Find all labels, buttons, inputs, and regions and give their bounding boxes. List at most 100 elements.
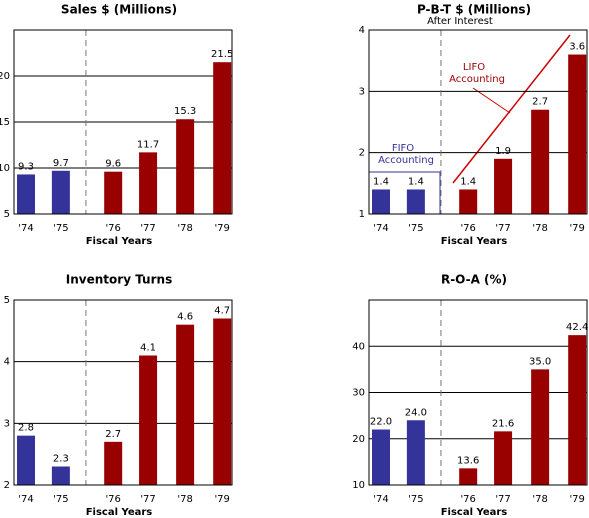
x-tick-label: '78 xyxy=(532,494,547,505)
value-label: 9.3 xyxy=(18,161,34,172)
y-tick-label: 30 xyxy=(352,388,365,399)
x-axis-label: Fiscal Years xyxy=(86,507,153,518)
x-tick-label: '75 xyxy=(408,223,423,234)
annotation: FIFO xyxy=(392,143,414,154)
chart-title: Inventory Turns xyxy=(66,273,172,287)
y-tick-label: 20 xyxy=(352,434,365,445)
lifo-pointer xyxy=(472,87,511,114)
value-label: 21.6 xyxy=(492,418,514,429)
x-tick-label: '74 xyxy=(373,494,388,505)
x-tick-label: '76 xyxy=(105,494,120,505)
x-tick-label: '79 xyxy=(214,223,229,234)
bar xyxy=(406,420,425,485)
x-tick-label: '76 xyxy=(460,223,475,234)
x-tick-label: '78 xyxy=(177,494,192,505)
x-tick-label: '78 xyxy=(532,223,547,234)
x-tick-label: '75 xyxy=(408,494,423,505)
bar xyxy=(371,189,390,214)
x-tick-label: '79 xyxy=(569,223,584,234)
value-label: 1.4 xyxy=(408,176,424,187)
y-tick-label: 15 xyxy=(0,117,10,128)
value-label: 2.7 xyxy=(105,429,121,440)
plot-frame xyxy=(368,29,588,215)
x-axis-label: Fiscal Years xyxy=(441,236,508,247)
bar xyxy=(459,468,478,485)
value-label: 9.6 xyxy=(105,159,121,170)
bar xyxy=(406,189,425,214)
x-tick-label: '77 xyxy=(495,223,510,234)
value-label: 11.7 xyxy=(137,139,159,150)
value-label: 4.6 xyxy=(177,312,193,323)
y-tick-label: 3 xyxy=(359,86,365,97)
bar xyxy=(531,369,550,485)
lifo-line xyxy=(452,34,571,184)
y-tick-label: 4 xyxy=(359,25,365,36)
bar xyxy=(16,435,35,485)
bar xyxy=(16,174,35,214)
bar xyxy=(568,335,587,485)
bar xyxy=(531,109,550,214)
x-tick-label: '78 xyxy=(177,223,192,234)
x-tick-label: '77 xyxy=(140,494,155,505)
bar xyxy=(494,158,513,214)
x-tick-label: '74 xyxy=(373,223,388,234)
value-label: 13.6 xyxy=(457,455,479,466)
bar xyxy=(494,431,513,485)
value-label: 42.4 xyxy=(566,322,588,333)
chart-title: P-B-T $ (Millions) xyxy=(417,3,531,17)
x-tick-label: '77 xyxy=(140,223,155,234)
y-tick-label: 5 xyxy=(4,295,10,306)
bar xyxy=(176,324,195,485)
annotation: LIFO xyxy=(463,62,485,73)
bar xyxy=(139,152,158,214)
x-tick-label: '79 xyxy=(569,494,584,505)
value-label: 1.9 xyxy=(495,146,511,157)
chart-subtitle: After Interest xyxy=(427,16,493,27)
value-label: 24.0 xyxy=(405,407,427,418)
y-tick-label: 10 xyxy=(352,480,365,491)
bar xyxy=(213,62,232,215)
y-tick-label: 10 xyxy=(0,163,10,174)
x-tick-label: '79 xyxy=(214,494,229,505)
bar xyxy=(51,466,70,485)
x-tick-label: '77 xyxy=(495,494,510,505)
y-tick-label: 2 xyxy=(4,480,10,491)
value-label: 35.0 xyxy=(529,356,551,367)
bar xyxy=(213,318,232,485)
y-tick-label: 5 xyxy=(4,209,10,220)
value-label: 1.4 xyxy=(373,176,389,187)
chart-title: R-O-A (%) xyxy=(441,273,507,287)
value-label: 4.1 xyxy=(140,343,156,354)
bar xyxy=(459,189,478,214)
x-axis-label: Fiscal Years xyxy=(86,236,153,247)
value-label: 2.3 xyxy=(53,454,69,465)
value-label: 1.4 xyxy=(460,176,476,187)
plot-frame xyxy=(13,299,233,486)
bar xyxy=(176,119,195,214)
plot-frame xyxy=(368,299,588,486)
y-tick-label: 20 xyxy=(0,71,10,82)
y-tick-label: 40 xyxy=(352,341,365,352)
value-label: 22.0 xyxy=(370,417,392,428)
value-label: 15.3 xyxy=(174,106,196,117)
bar xyxy=(104,171,123,214)
bar xyxy=(51,170,70,214)
x-tick-label: '75 xyxy=(53,494,68,505)
x-tick-label: '74 xyxy=(18,223,33,234)
y-tick-label: 3 xyxy=(4,418,10,429)
chart-title: Sales $ (Millions) xyxy=(61,3,177,17)
bar xyxy=(139,355,158,485)
x-tick-label: '76 xyxy=(105,223,120,234)
x-tick-label: '74 xyxy=(18,494,33,505)
value-label: 2.7 xyxy=(532,97,548,108)
value-label: 4.7 xyxy=(214,306,230,317)
x-tick-label: '75 xyxy=(53,223,68,234)
bar xyxy=(104,441,123,485)
y-tick-label: 2 xyxy=(359,148,365,159)
x-tick-label: '76 xyxy=(460,494,475,505)
value-label: 2.8 xyxy=(18,423,34,434)
y-tick-label: 4 xyxy=(4,357,10,368)
value-label: 9.7 xyxy=(53,158,69,169)
value-label: 3.6 xyxy=(569,42,585,53)
